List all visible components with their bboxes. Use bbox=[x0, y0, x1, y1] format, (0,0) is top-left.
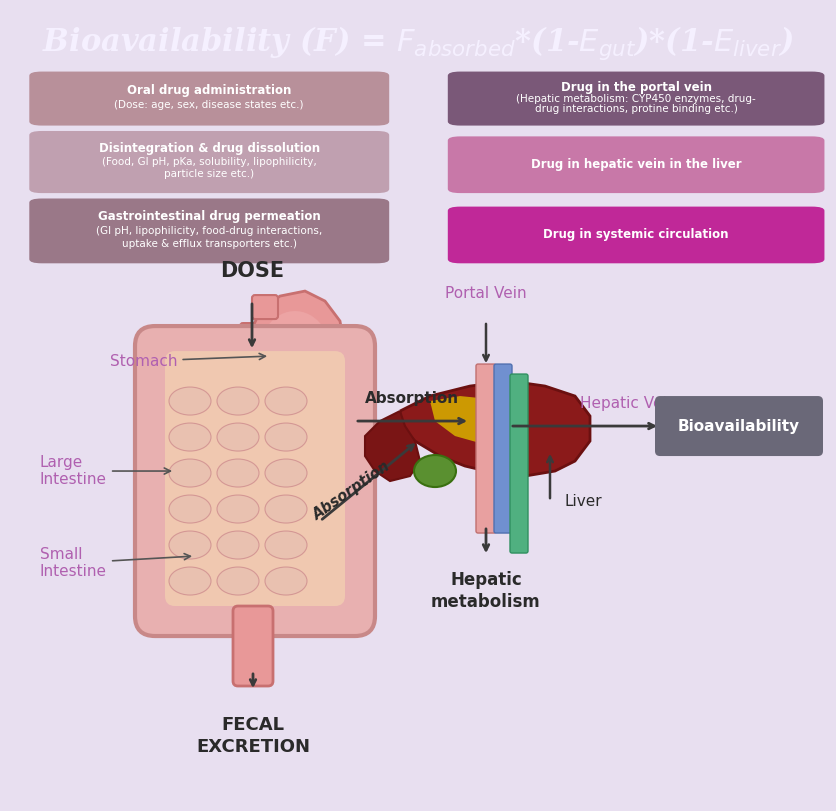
FancyBboxPatch shape bbox=[240, 323, 263, 384]
Ellipse shape bbox=[169, 567, 211, 595]
Ellipse shape bbox=[217, 495, 258, 523]
Text: Bioavailability: Bioavailability bbox=[677, 418, 799, 434]
Ellipse shape bbox=[265, 495, 307, 523]
Ellipse shape bbox=[217, 423, 258, 451]
Text: (Hepatic metabolism: CYP450 enzymes, drug-: (Hepatic metabolism: CYP450 enzymes, dru… bbox=[516, 93, 755, 104]
Text: drug interactions, protine binding etc.): drug interactions, protine binding etc.) bbox=[534, 104, 737, 114]
PathPatch shape bbox=[364, 411, 420, 481]
Ellipse shape bbox=[169, 459, 211, 487]
PathPatch shape bbox=[430, 396, 514, 443]
Text: Portal Vein: Portal Vein bbox=[445, 286, 526, 301]
Ellipse shape bbox=[169, 387, 211, 415]
Ellipse shape bbox=[169, 423, 211, 451]
FancyBboxPatch shape bbox=[165, 351, 344, 606]
FancyBboxPatch shape bbox=[509, 374, 528, 553]
Text: (Dose: age, sex, disease states etc.): (Dose: age, sex, disease states etc.) bbox=[115, 101, 303, 110]
Ellipse shape bbox=[169, 531, 211, 559]
Text: Drug in hepatic vein in the liver: Drug in hepatic vein in the liver bbox=[530, 158, 741, 171]
Text: Drug in systemic circulation: Drug in systemic circulation bbox=[543, 229, 728, 242]
FancyBboxPatch shape bbox=[447, 71, 823, 126]
Ellipse shape bbox=[265, 423, 307, 451]
FancyBboxPatch shape bbox=[232, 606, 273, 686]
Text: Absorption: Absorption bbox=[310, 459, 393, 523]
Ellipse shape bbox=[260, 311, 329, 391]
Text: Drug in the portal vein: Drug in the portal vein bbox=[560, 80, 711, 93]
Ellipse shape bbox=[169, 495, 211, 523]
FancyBboxPatch shape bbox=[447, 136, 823, 193]
FancyBboxPatch shape bbox=[447, 207, 823, 264]
FancyBboxPatch shape bbox=[493, 364, 512, 533]
Text: FECAL
EXCRETION: FECAL EXCRETION bbox=[196, 716, 309, 756]
FancyBboxPatch shape bbox=[252, 295, 278, 319]
Text: (GI pH, lipophilicity, food-drug interactions,: (GI pH, lipophilicity, food-drug interac… bbox=[96, 226, 322, 236]
Ellipse shape bbox=[265, 567, 307, 595]
Text: Hepatic
metabolism: Hepatic metabolism bbox=[431, 571, 540, 611]
Text: uptake & efflux transporters etc.): uptake & efflux transporters etc.) bbox=[121, 239, 297, 249]
Text: Oral drug administration: Oral drug administration bbox=[127, 84, 291, 97]
Text: (Food, GI pH, pKa, solubility, lipophilicity,: (Food, GI pH, pKa, solubility, lipophili… bbox=[102, 157, 316, 167]
Text: particle size etc.): particle size etc.) bbox=[164, 169, 254, 179]
Text: Bioavailability (F) = $\mathit{F}_{\mathit{absorbed}}$*(1-$\mathit{E}_{\mathit{g: Bioavailability (F) = $\mathit{F}_{\math… bbox=[43, 24, 793, 62]
Text: Gastrointestinal drug permeation: Gastrointestinal drug permeation bbox=[98, 210, 320, 223]
Text: Hepatic Vein: Hepatic Vein bbox=[579, 396, 675, 411]
Text: Disintegration & drug dissolution: Disintegration & drug dissolution bbox=[99, 142, 319, 155]
Ellipse shape bbox=[217, 387, 258, 415]
FancyBboxPatch shape bbox=[29, 199, 389, 264]
Text: Liver: Liver bbox=[564, 494, 602, 508]
Text: Large
Intestine: Large Intestine bbox=[40, 455, 171, 487]
FancyBboxPatch shape bbox=[29, 71, 389, 126]
Ellipse shape bbox=[217, 531, 258, 559]
Ellipse shape bbox=[265, 387, 307, 415]
PathPatch shape bbox=[247, 291, 344, 386]
Ellipse shape bbox=[265, 531, 307, 559]
Text: DOSE: DOSE bbox=[220, 261, 283, 281]
Text: Absorption: Absorption bbox=[364, 391, 458, 406]
Text: Stomach: Stomach bbox=[110, 354, 265, 368]
FancyBboxPatch shape bbox=[29, 131, 389, 193]
Ellipse shape bbox=[217, 459, 258, 487]
FancyBboxPatch shape bbox=[476, 364, 496, 533]
FancyBboxPatch shape bbox=[655, 396, 822, 456]
Text: Small
Intestine: Small Intestine bbox=[40, 547, 190, 579]
FancyBboxPatch shape bbox=[135, 326, 375, 636]
Ellipse shape bbox=[217, 567, 258, 595]
PathPatch shape bbox=[400, 381, 589, 476]
Ellipse shape bbox=[265, 459, 307, 487]
Ellipse shape bbox=[414, 455, 456, 487]
